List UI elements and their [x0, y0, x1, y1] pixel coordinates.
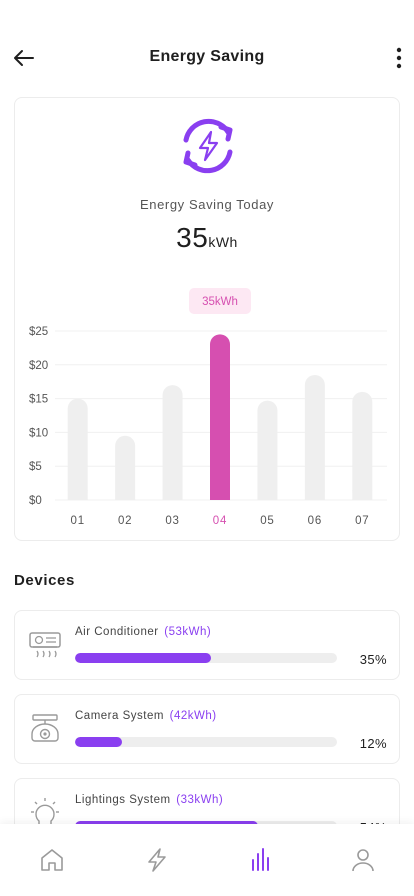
chart-bar-base [210, 490, 230, 500]
device-card-air-conditioner[interactable]: Air Conditioner (53kWh) 35% [14, 610, 400, 680]
summary-total: 35kWh [15, 222, 399, 254]
summary-unit: kWh [208, 234, 238, 250]
chart-bar-base [352, 490, 373, 500]
device-usage-fill [75, 737, 123, 747]
y-tick-label: $20 [29, 360, 48, 372]
device-usage-fill [75, 653, 212, 663]
x-tick-label: 02 [118, 515, 132, 527]
chart-bar[interactable] [352, 391, 373, 500]
y-tick-label: $0 [29, 495, 42, 507]
energy-summary-card: Energy Saving Today 35kWh $0 $5 $10 $15 $20 $… [14, 97, 400, 541]
energy-bar-chart: $0 $5 $10 $15 $20 $25 01 02 03 04 35kWh 05 06 07 [29, 288, 387, 527]
x-tick-label: 03 [165, 515, 179, 527]
chart-bar-base [257, 490, 278, 500]
device-usage-bar [75, 653, 337, 663]
chart-tooltip [189, 288, 251, 314]
device-usage-bar [75, 737, 337, 747]
y-tick-label: $5 [29, 461, 42, 473]
chart-tooltip-label: 35kWh [202, 296, 238, 308]
chart-bar[interactable] [67, 398, 88, 500]
x-tick-label: 05 [260, 515, 274, 527]
device-card-camera-system[interactable]: Camera System (42kWh) 12% [14, 694, 400, 764]
chart-bar-base [162, 490, 183, 500]
device-label: Lightings System (33kWh) [75, 794, 224, 806]
device-percent: 12% [359, 736, 387, 751]
devices-title: Devices [14, 572, 75, 589]
bottom-nav [0, 824, 414, 896]
y-tick-label: $15 [29, 394, 48, 406]
stats-icon[interactable] [247, 846, 275, 874]
header: Energy Saving [0, 36, 414, 80]
x-tick-label: 06 [308, 515, 322, 527]
chart-bar-base [67, 490, 88, 500]
chart-bar[interactable] [162, 385, 183, 500]
back-arrow-icon[interactable] [10, 44, 38, 72]
y-tick-label: $10 [29, 427, 48, 439]
device-label: Camera System (42kWh) [75, 710, 217, 722]
device-percent: 35% [359, 652, 387, 667]
x-tick-label: 01 [71, 515, 85, 527]
y-tick-label: $25 [29, 326, 48, 338]
summary-subtitle: Energy Saving Today [139, 197, 275, 212]
chart-bar[interactable] [115, 435, 136, 500]
x-tick-label: 04 [213, 515, 227, 527]
lightning-icon[interactable] [143, 846, 171, 874]
x-tick-label: 07 [355, 515, 369, 527]
camera-icon [31, 714, 59, 742]
chart-bar-base [115, 490, 136, 500]
chart-bar[interactable] [304, 374, 325, 500]
device-label: Air Conditioner (53kWh) [75, 626, 212, 638]
summary-value: 35 [176, 222, 209, 253]
chart-bar[interactable] [257, 400, 278, 500]
chart-bar-base [304, 490, 325, 500]
energy-refresh-icon [183, 118, 233, 174]
profile-icon[interactable] [349, 846, 377, 874]
page-title: Energy Saving [149, 48, 265, 65]
chart-bar[interactable] [210, 334, 230, 500]
home-icon[interactable] [38, 846, 66, 874]
more-vertical-icon[interactable] [392, 44, 406, 72]
air-conditioner-icon [29, 632, 61, 658]
